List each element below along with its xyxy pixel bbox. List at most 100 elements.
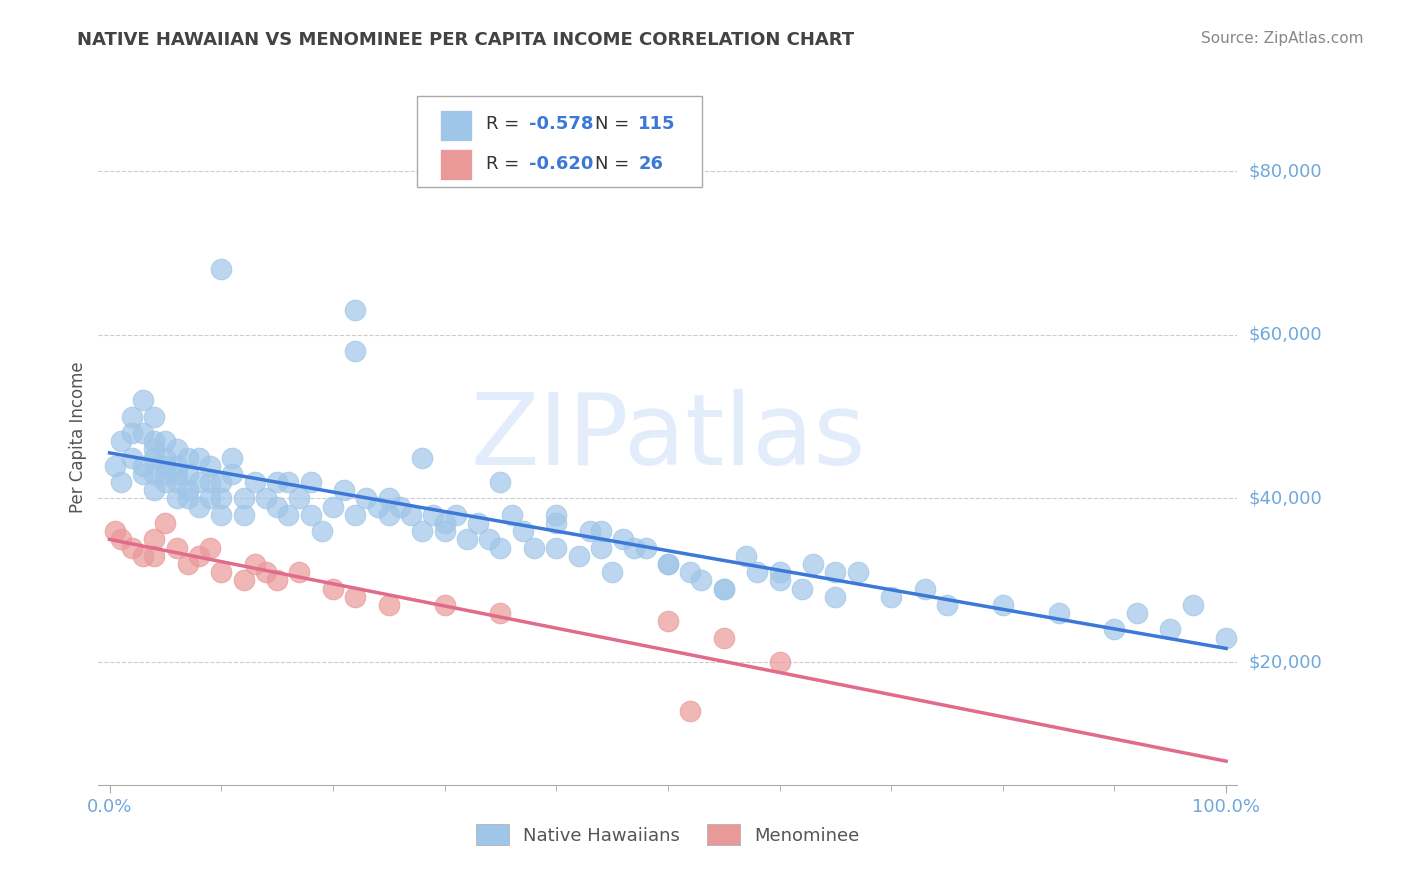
Point: [478, 533, 501, 547]
Point: [243, 557, 266, 571]
Point: [288, 491, 311, 506]
Point: [288, 565, 311, 579]
Point: [209, 491, 232, 506]
Text: NATIVE HAWAIIAN VS MENOMINEE PER CAPITA INCOME CORRELATION CHART: NATIVE HAWAIIAN VS MENOMINEE PER CAPITA …: [77, 31, 855, 49]
Point: [589, 524, 612, 539]
Point: [254, 491, 277, 506]
Point: [177, 467, 200, 481]
Point: [578, 524, 600, 539]
Point: [177, 450, 200, 465]
Text: R =: R =: [485, 154, 524, 173]
Point: [713, 631, 735, 645]
Point: [623, 541, 645, 555]
Point: [433, 524, 456, 539]
Point: [546, 508, 568, 522]
Point: [411, 450, 433, 465]
Point: [824, 590, 846, 604]
Text: 26: 26: [638, 154, 664, 173]
Text: R =: R =: [485, 115, 524, 134]
Point: [221, 450, 243, 465]
Point: [679, 565, 702, 579]
Point: [790, 582, 813, 596]
Point: [166, 475, 188, 489]
Point: [367, 500, 389, 514]
Point: [322, 500, 344, 514]
Point: [132, 425, 155, 440]
Point: [344, 590, 367, 604]
Point: [713, 582, 735, 596]
Point: [512, 524, 534, 539]
Point: [747, 565, 769, 579]
Point: [333, 483, 356, 498]
Point: [299, 475, 322, 489]
Point: [209, 508, 232, 522]
Text: Source: ZipAtlas.com: Source: ZipAtlas.com: [1201, 31, 1364, 46]
Point: [801, 557, 824, 571]
Point: [187, 500, 209, 514]
Point: [1215, 631, 1237, 645]
Point: [166, 458, 188, 473]
Point: [657, 614, 679, 628]
Point: [567, 549, 589, 563]
Point: [143, 409, 166, 424]
Text: 115: 115: [638, 115, 676, 134]
Point: [187, 450, 209, 465]
Point: [846, 565, 869, 579]
Point: [936, 598, 959, 612]
Point: [121, 541, 143, 555]
Point: [177, 491, 200, 506]
Point: [143, 483, 166, 498]
Point: [422, 508, 444, 522]
Point: [546, 516, 568, 530]
Point: [143, 450, 166, 465]
Text: -0.578: -0.578: [529, 115, 593, 134]
Point: [657, 557, 679, 571]
Point: [166, 491, 188, 506]
Point: [914, 582, 936, 596]
Point: [433, 598, 456, 612]
Point: [266, 500, 288, 514]
Point: [1181, 598, 1204, 612]
Point: [388, 500, 411, 514]
Point: [166, 541, 188, 555]
Point: [690, 574, 713, 588]
Text: $40,000: $40,000: [1249, 490, 1322, 508]
Point: [209, 262, 232, 277]
Point: [104, 524, 127, 539]
Point: [209, 565, 232, 579]
Point: [221, 467, 243, 481]
Point: [356, 491, 378, 506]
Point: [177, 483, 200, 498]
Point: [433, 516, 456, 530]
Point: [399, 508, 422, 522]
Point: [1159, 623, 1181, 637]
Point: [735, 549, 758, 563]
Point: [546, 541, 568, 555]
Point: [523, 541, 546, 555]
Point: [198, 491, 221, 506]
Point: [1104, 623, 1126, 637]
Point: [489, 606, 512, 620]
Text: N =: N =: [595, 154, 636, 173]
Point: [254, 565, 277, 579]
Point: [132, 549, 155, 563]
Point: [1047, 606, 1070, 620]
Point: [634, 541, 657, 555]
Point: [177, 557, 200, 571]
Point: [155, 450, 177, 465]
Point: [110, 475, 132, 489]
Point: [155, 467, 177, 481]
Point: [266, 475, 288, 489]
FancyBboxPatch shape: [440, 110, 472, 141]
Text: $20,000: $20,000: [1249, 653, 1322, 671]
Point: [155, 516, 177, 530]
Point: [768, 565, 790, 579]
Point: [344, 508, 367, 522]
Point: [713, 582, 735, 596]
Point: [132, 458, 155, 473]
Point: [198, 475, 221, 489]
Point: [143, 442, 166, 457]
Point: [143, 549, 166, 563]
Point: [187, 549, 209, 563]
Point: [467, 516, 489, 530]
